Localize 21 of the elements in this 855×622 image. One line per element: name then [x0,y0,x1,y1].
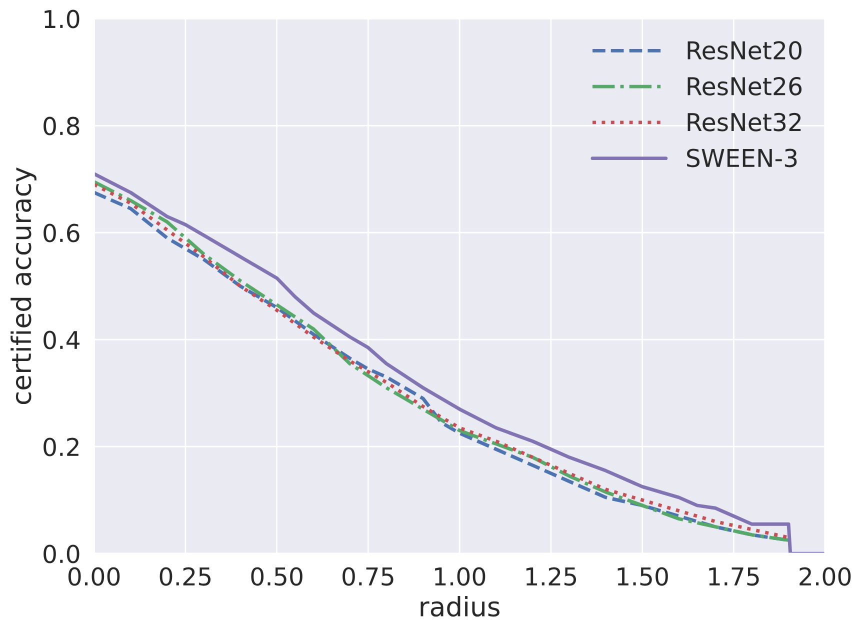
legend-label: ResNet32 [688,112,801,132]
x-tick-label: 0.75 [342,567,394,586]
x-tick-label: 2.00 [800,567,851,586]
legend-label: ResNet20 [688,41,802,60]
y-tick-label: 0.0 [44,544,80,564]
x-tick-label: 1.50 [618,567,668,586]
y-tick-label: 0.2 [44,438,78,456]
x-tick-label: 1.00 [435,567,486,586]
legend-label: ResNet26 [688,76,802,96]
x-axis-title: radius [420,596,500,617]
x-tick-label: 0.00 [68,567,120,586]
x-tick-label: 0.50 [251,567,302,586]
x-tick-label: 0.25 [160,567,211,586]
y-axis-title: certified accuracy [10,168,36,404]
x-tick-label: 1.25 [526,567,576,586]
y-tick-label: 1.0 [44,10,80,28]
legend-label: SWEEN-3 [687,148,797,168]
y-tick-label: 0.8 [44,116,80,136]
x-tick-label: 1.75 [709,568,759,586]
y-tick-label: 0.4 [44,330,80,350]
y-tick-label: 0.6 [44,224,80,242]
